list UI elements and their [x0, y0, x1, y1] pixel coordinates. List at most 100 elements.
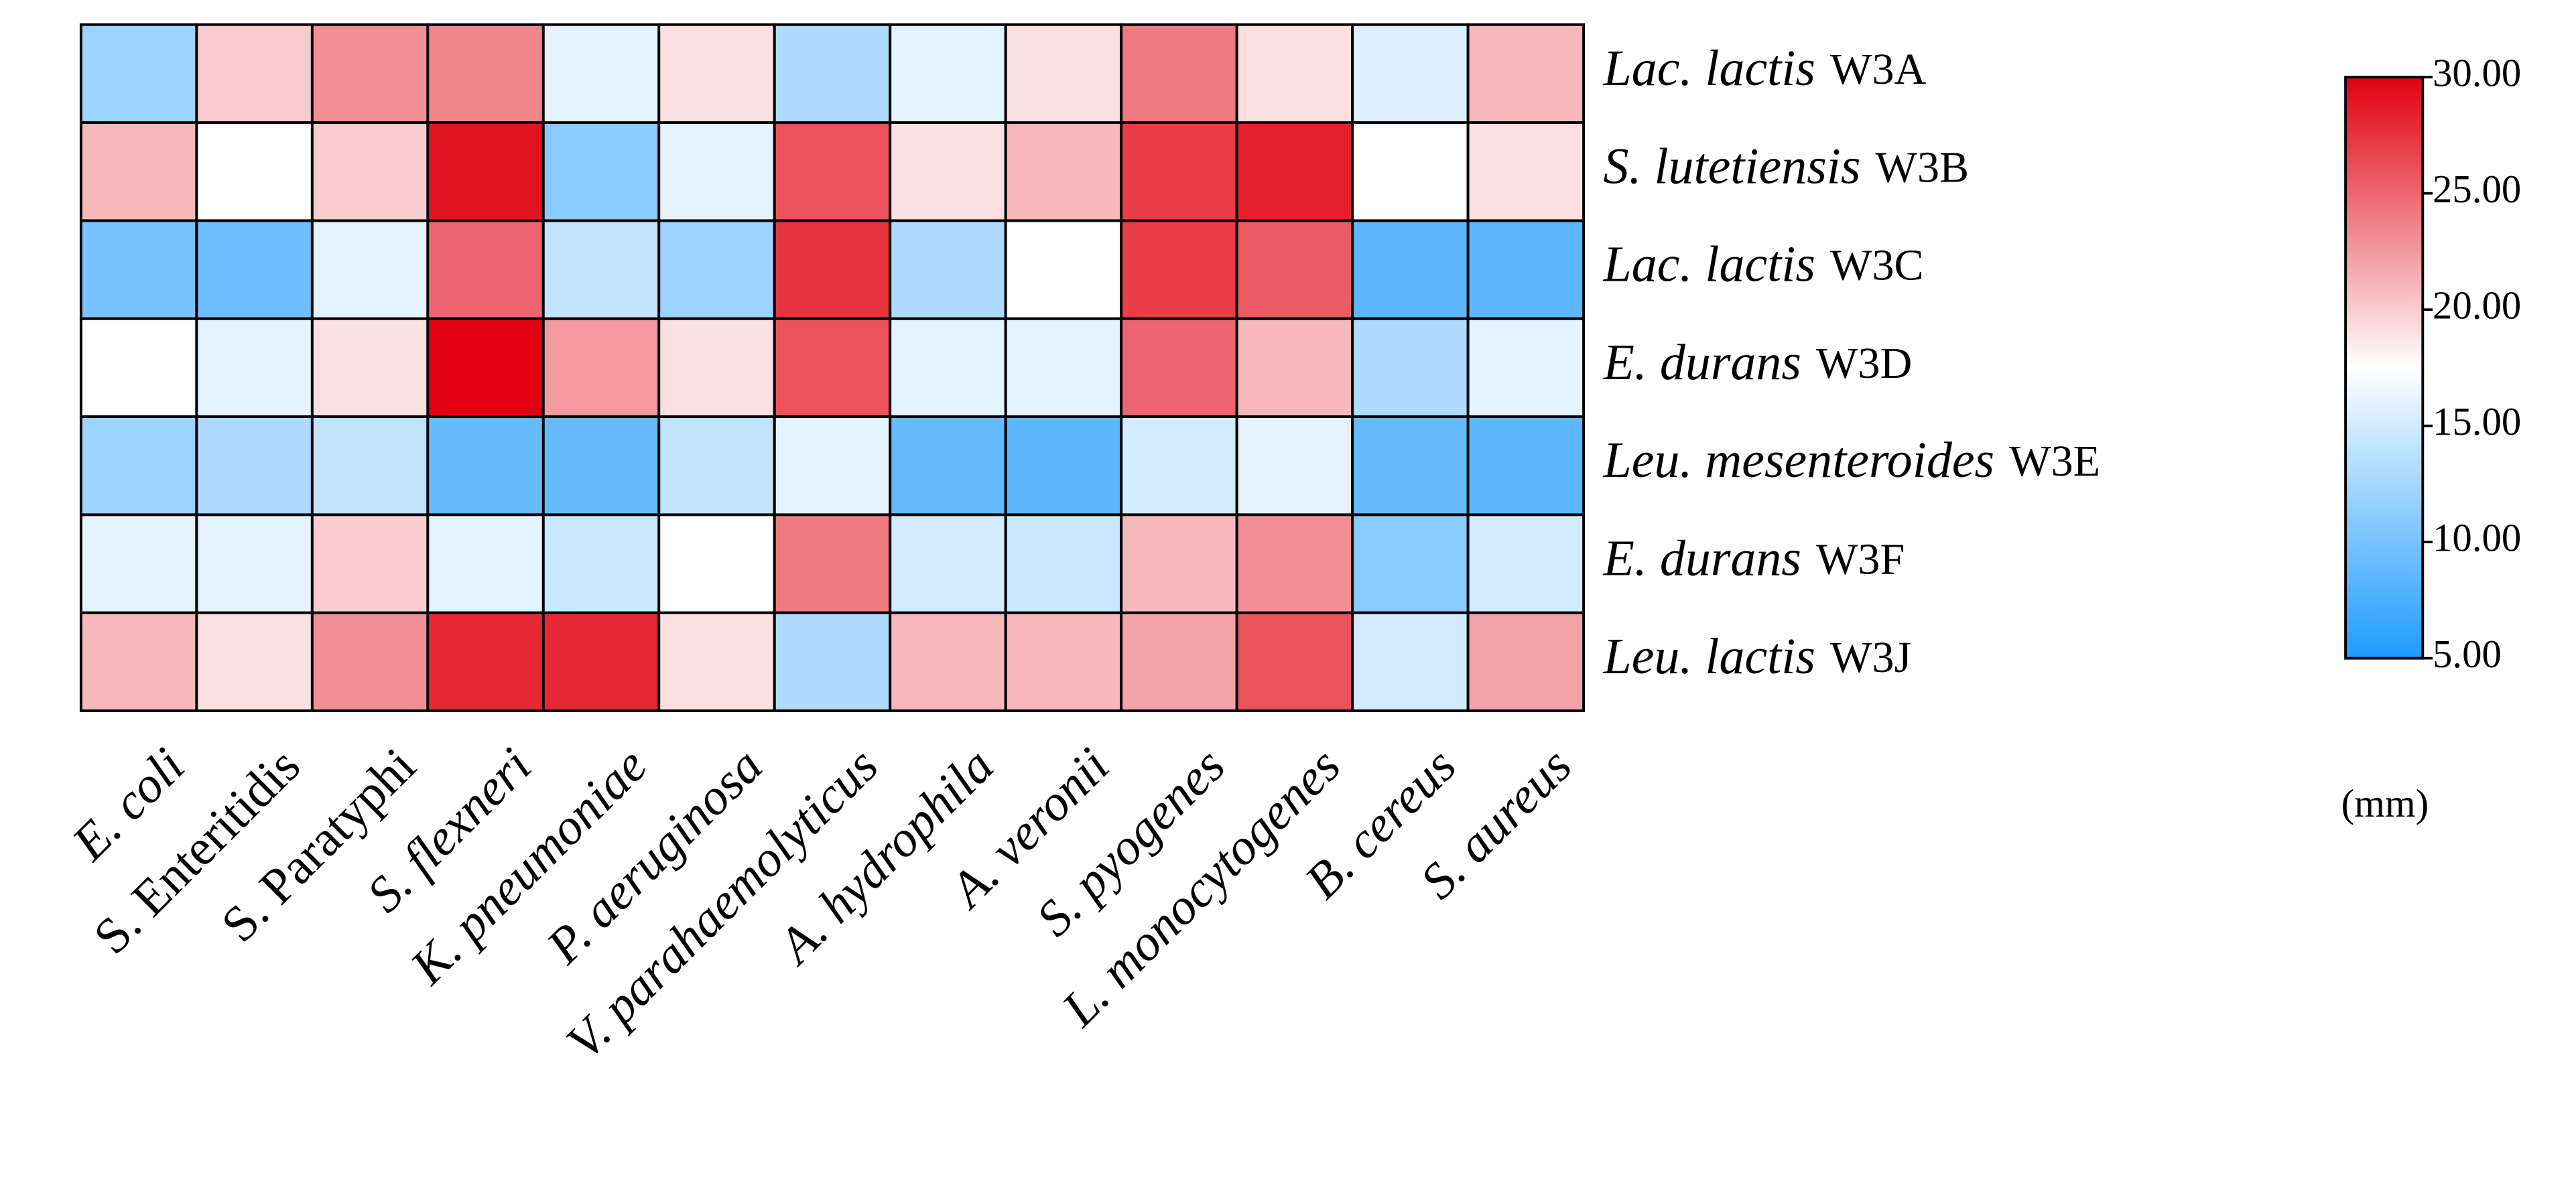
- heatmap-cell: [79, 415, 198, 516]
- row-label-strain: W3J: [1830, 633, 1911, 682]
- heatmap-cell: [657, 611, 776, 713]
- heatmap-cell: [310, 219, 430, 320]
- heatmap-cell: [889, 121, 1007, 222]
- heatmap-cell: [1004, 611, 1123, 713]
- heatmap-cell: [79, 23, 198, 125]
- row-label-species: Lac. lactis: [1602, 40, 1815, 96]
- heatmap-cell: [1120, 219, 1238, 320]
- heatmap-cell: [79, 121, 198, 222]
- heatmap-cell: [426, 317, 545, 419]
- heatmap-cell: [773, 23, 892, 125]
- heatmap-cell: [1120, 23, 1238, 125]
- heatmap-cell: [1235, 513, 1354, 614]
- row-label-strain: W3A: [1830, 45, 1927, 94]
- row-label: E. durans W3D: [1602, 334, 1912, 391]
- heatmap-cell: [1351, 219, 1470, 320]
- heatmap-cell: [1235, 219, 1354, 320]
- heatmap-cell: [310, 513, 430, 614]
- heatmap-cell: [541, 121, 661, 222]
- heatmap-cell: [1120, 611, 1238, 713]
- heatmap-cell: [541, 513, 661, 614]
- heatmap-cell: [657, 415, 776, 516]
- heatmap-cell: [1466, 219, 1586, 320]
- heatmap-cell: [310, 611, 430, 713]
- row-label: Leu. mesenteroides W3E: [1602, 433, 2100, 489]
- heatmap-cell: [310, 317, 430, 419]
- heatmap-cell: [1466, 23, 1586, 125]
- heatmap-cell: [195, 513, 314, 614]
- row-label-species: Leu. mesenteroides: [1602, 433, 1994, 489]
- heatmap-cell: [773, 219, 892, 320]
- heatmap-cell: [889, 219, 1007, 320]
- row-label: Leu. lactis W3J: [1602, 628, 1911, 685]
- heatmap-cell: [426, 121, 545, 222]
- row-label-species: Lac. lactis: [1602, 236, 1815, 293]
- colorbar: [2344, 76, 2425, 660]
- heatmap-cell: [1004, 219, 1123, 320]
- heatmap-cell: [426, 415, 545, 516]
- row-label-species: E. durans: [1602, 334, 1801, 391]
- heatmap-cell: [889, 415, 1007, 516]
- heatmap-cell: [426, 611, 545, 713]
- heatmap-cell: [889, 317, 1007, 419]
- row-label-strain: W3C: [1830, 241, 1924, 290]
- row-label-species: S. lutetiensis: [1603, 139, 1860, 195]
- heatmap-cell: [773, 415, 892, 516]
- heatmap-cell: [657, 317, 776, 419]
- heatmap-cell: [657, 513, 776, 614]
- row-label-strain: W3B: [1876, 143, 1970, 192]
- colorbar-tick-label: 25.00: [2433, 167, 2521, 211]
- heatmap-cell: [889, 611, 1007, 713]
- heatmap-cell: [195, 121, 314, 222]
- heatmap-cell: [889, 513, 1007, 614]
- heatmap-cell: [1235, 317, 1354, 419]
- heatmap-cell: [1235, 415, 1354, 516]
- heatmap-cell: [1235, 611, 1354, 713]
- heatmap-cell: [310, 415, 430, 516]
- heatmap-cell: [1466, 121, 1586, 222]
- heatmap-cell: [1120, 415, 1238, 516]
- heatmap-cell: [426, 513, 545, 614]
- heatmap-cell: [1351, 611, 1470, 713]
- heatmap-cell: [657, 121, 776, 222]
- heatmap-cell: [657, 219, 776, 320]
- heatmap-cell: [1004, 513, 1123, 614]
- heatmap-cell: [1351, 415, 1470, 516]
- row-label-strain: W3E: [2009, 437, 2100, 486]
- row-label: Lac. lactis W3C: [1602, 236, 1923, 293]
- row-label-strain: W3D: [1816, 339, 1912, 388]
- heatmap-cell: [310, 121, 430, 222]
- row-label-strain: W3F: [1816, 535, 1905, 584]
- heatmap-cell: [773, 121, 892, 222]
- colorbar-tick-label: 5.00: [2433, 632, 2502, 676]
- row-label-species: Leu. lactis: [1602, 628, 1815, 685]
- heatmap-cell: [541, 219, 661, 320]
- heatmap-cell: [79, 513, 198, 614]
- heatmap-cell: [1004, 23, 1123, 125]
- heatmap-cell: [773, 611, 892, 713]
- heatmap-cell: [1351, 317, 1470, 419]
- heatmap-cell: [310, 23, 430, 125]
- heatmap-cell: [1120, 317, 1238, 419]
- heatmap-cell: [1466, 513, 1586, 614]
- heatmap-cell: [195, 219, 314, 320]
- row-label: Lac. lactis W3A: [1602, 40, 1926, 96]
- row-label-species: E. durans: [1602, 531, 1801, 587]
- heatmap-cell: [541, 23, 661, 125]
- heatmap-cell: [1351, 121, 1470, 222]
- heatmap-cell: [79, 611, 198, 713]
- heatmap-cell: [195, 415, 314, 516]
- colorbar-tick-label: 30.00: [2433, 52, 2521, 95]
- heatmap-cell: [1004, 415, 1123, 516]
- heatmap-cell: [541, 611, 661, 713]
- heatmap-cell: [1466, 415, 1586, 516]
- heatmap-cell: [195, 317, 314, 419]
- heatmap-cell: [79, 317, 198, 419]
- heatmap-cell: [1120, 121, 1238, 222]
- heatmap-cell: [773, 317, 892, 419]
- colorbar-tick-label: 15.00: [2433, 400, 2521, 443]
- heatmap-cell: [1466, 611, 1586, 713]
- colorbar-tick-label: 10.00: [2433, 516, 2521, 560]
- heatmap-cell: [657, 23, 776, 125]
